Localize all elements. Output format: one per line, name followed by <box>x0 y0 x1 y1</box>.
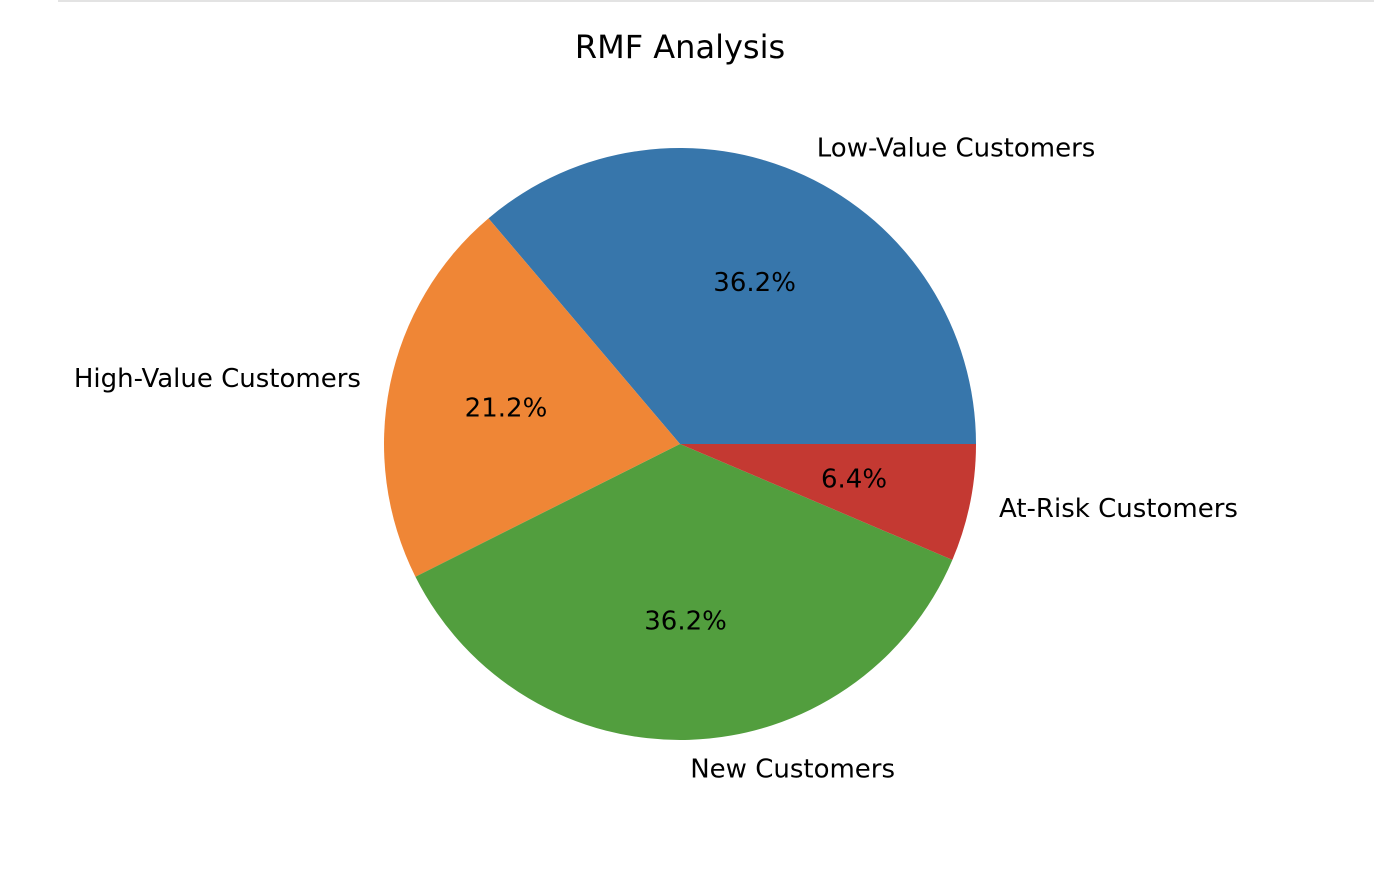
pie-labels: Low-Value Customers 36.2% High-Value Custo… <box>74 134 1238 785</box>
percent-label-low-value-customers: 36.2% <box>713 268 796 298</box>
slice-label-high-value-customers: High-Value Customers <box>74 364 361 394</box>
slice-label-at-risk-customers: At-Risk Customers <box>999 494 1238 524</box>
percent-label-high-value-customers: 21.2% <box>465 394 548 424</box>
slice-label-new-customers: New Customers <box>690 754 895 784</box>
slice-label-low-value-customers: Low-Value Customers <box>817 134 1096 164</box>
pie-slice-at-risk-customers <box>680 444 976 560</box>
pie-slices <box>384 148 976 740</box>
top-divider <box>58 0 1374 2</box>
pie-slice-new-customers <box>415 444 953 740</box>
pie-slice-high-value-customers <box>384 218 680 577</box>
chart-title: RMF Analysis <box>575 28 785 66</box>
percent-label-at-risk-customers: 6.4% <box>821 464 887 494</box>
percent-label-new-customers: 36.2% <box>644 607 727 637</box>
pie-slice-low-value-customers <box>488 148 976 444</box>
